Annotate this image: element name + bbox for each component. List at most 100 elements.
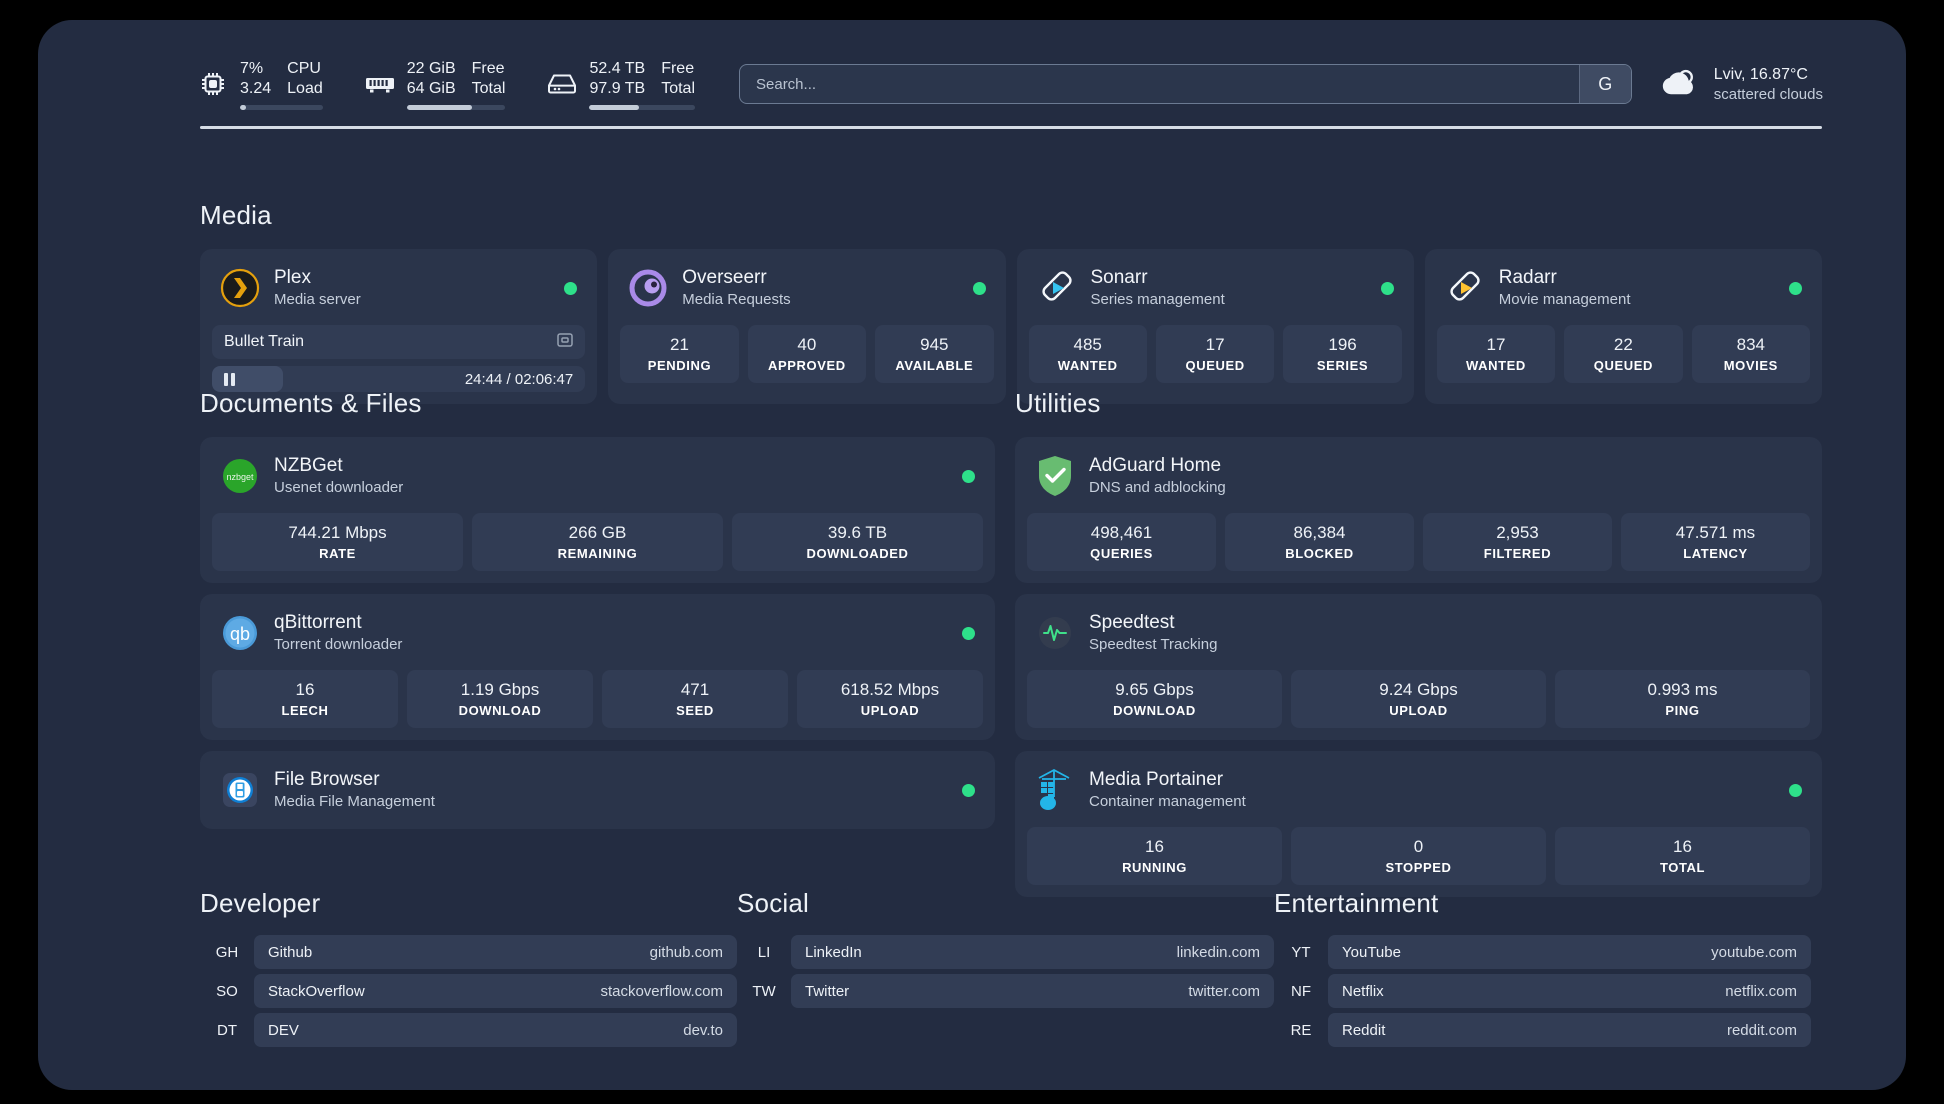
widget-values: 52.4 TB 97.9 TB — [589, 59, 645, 98]
service-card-file-browser[interactable]: File Browser Media File Management — [200, 751, 995, 829]
bookmark-abbreviation: DT — [217, 1021, 237, 1039]
bookmark-url: linkedin.com — [1176, 943, 1260, 961]
header-bar: 7% 3.24 CPU Load 22 GiB 64 GiB Free Total 52.4 T… — [198, 48, 1823, 120]
service-card-sonarr[interactable]: Sonarr Series management 485 WANTED 17 QUEUED… — [1016, 249, 1414, 404]
stat-value: 834 — [1736, 335, 1765, 354]
dashboard-page: 7% 3.24 CPU Load 22 GiB 64 GiB Free Total 52.4 T… — [38, 20, 1906, 1090]
memory-ram-icon — [365, 69, 395, 99]
widget-value: 52.4 TB — [589, 59, 646, 77]
stat-tile: 16 LEECH — [212, 670, 398, 728]
card-header: qb qBittorrent Torrent downloader — [212, 606, 983, 660]
stat-value: 266 GB — [568, 523, 627, 542]
bookmark-item[interactable]: SO StackOverflow stackoverflow.com — [200, 974, 737, 1008]
documents-section: Documents & Files nzbget NZBGet Usenet dow… — [200, 388, 995, 829]
playback-time: 24:44 / 02:06:47 — [464, 370, 574, 388]
bookmark-name: Netflix — [1342, 982, 1384, 1000]
widget-labels: CPU Load — [287, 59, 323, 98]
stat-label: QUEUED — [1185, 358, 1245, 373]
bookmark-name: StackOverflow — [268, 982, 365, 1000]
stat-tile: 834 MOVIES — [1691, 325, 1811, 383]
widget-label: Total — [471, 79, 506, 97]
stat-tile: 21 PENDING — [620, 325, 739, 383]
service-card-nzbget[interactable]: nzbget NZBGet Usenet downloader 744.21 Mbps… — [200, 437, 995, 583]
stat-tile: 744.21 Mbps RATE — [212, 513, 463, 571]
chromecast-icon[interactable] — [557, 332, 573, 353]
card-titles: Plex Media server — [274, 267, 361, 309]
stat-tile: 17 QUEUED — [1155, 325, 1275, 383]
bookmark-body: LinkedIn linkedin.com — [791, 935, 1274, 969]
stat-tile: 0 STOPPED — [1291, 827, 1546, 885]
stat-label: DOWNLOADED — [806, 546, 909, 561]
bookmark-item[interactable]: TW Twitter twitter.com — [737, 974, 1274, 1008]
search-engine-button[interactable]: G — [1578, 65, 1631, 103]
status-indicator-online — [972, 281, 986, 295]
service-card-qbittorrent[interactable]: qb qBittorrent Torrent downloader 16 LEECH 1.… — [200, 594, 995, 740]
bookmark-abbreviation: TW — [752, 982, 776, 1000]
service-card-plex[interactable]: Plex Media server Bullet Train 24:44 / 02:0… — [200, 249, 598, 404]
bookmark-body: YouTube youtube.com — [1328, 935, 1811, 969]
weather-location: Lviv, 16.87°C — [1713, 65, 1808, 83]
stat-value: 1.19 Gbps — [460, 680, 540, 699]
widget-rows: 7% 3.24 CPU Load — [240, 59, 323, 98]
bookmark-item[interactable]: YT YouTube youtube.com — [1274, 935, 1811, 969]
card-subtitle: Container management — [1089, 793, 1246, 810]
bookmark-name: LinkedIn — [805, 943, 862, 961]
stat-value: 17 — [1205, 335, 1225, 354]
media-card-grid: Plex Media server Bullet Train 24:44 / 02:0… — [200, 249, 1822, 404]
system-widget-hard-drive: 52.4 TB 97.9 TB Free Total — [547, 59, 695, 110]
plex-icon — [220, 268, 260, 308]
bookmark-item[interactable]: GH Github github.com — [200, 935, 737, 969]
stat-tile: 266 GB REMAINING — [472, 513, 723, 571]
bookmark-body: StackOverflow stackoverflow.com — [254, 974, 737, 1008]
stat-value: 9.65 Gbps — [1115, 680, 1194, 699]
card-header: Plex Media server — [212, 261, 585, 315]
stat-label: TOTAL — [1659, 860, 1706, 875]
stat-label: DOWNLOAD — [1113, 703, 1196, 718]
bookmark-url: reddit.com — [1726, 1021, 1797, 1039]
bookmark-abbreviation: RE — [1290, 1021, 1312, 1039]
bookmark-name: YouTube — [1342, 943, 1401, 961]
bookmark-group-title: Developer — [200, 888, 321, 918]
stat-label: REMAINING — [557, 546, 638, 561]
bookmark-item[interactable]: LI LinkedIn linkedin.com — [737, 935, 1274, 969]
card-stats: 21 PENDING 40 APPROVED 945 AVAILABLE — [620, 325, 994, 383]
pause-icon[interactable] — [224, 372, 235, 386]
stat-value: 86,384 — [1293, 523, 1346, 542]
stat-tile: 0.993 ms PING — [1555, 670, 1810, 728]
bookmark-item[interactable]: RE Reddit reddit.com — [1274, 1013, 1811, 1047]
stat-label: SEED — [676, 703, 714, 718]
playback-progress-bar[interactable]: 24:44 / 02:06:47 — [212, 366, 586, 392]
widget-label: Total — [661, 79, 695, 97]
bookmark-url: netflix.com — [1725, 982, 1797, 1000]
stat-label: QUEUED — [1593, 358, 1653, 373]
stat-label: RATE — [319, 546, 356, 561]
portainer-icon — [1035, 768, 1075, 810]
card-header: nzbget NZBGet Usenet downloader — [212, 449, 983, 503]
widget-label: Load — [287, 79, 323, 97]
bookmark-item[interactable]: NF Netflix netflix.com — [1274, 974, 1811, 1008]
card-subtitle: Media server — [274, 291, 361, 308]
card-subtitle: Media Requests — [682, 291, 791, 308]
service-card-overseerr[interactable]: Overseerr Media Requests 21 PENDING 40 APPROV… — [608, 249, 1006, 404]
card-titles: Overseerr Media Requests — [682, 267, 790, 309]
card-stats: 744.21 Mbps RATE 266 GB REMAINING 39.6 TB DOW… — [212, 513, 983, 571]
bookmark-name: Github — [268, 943, 313, 961]
stat-value: 0 — [1413, 837, 1424, 856]
service-card-radarr[interactable]: Radarr Movie management 17 WANTED 22 QUEUED 83… — [1424, 249, 1822, 404]
status-indicator-online — [962, 469, 975, 483]
widget-usage-bar — [240, 104, 323, 110]
search-bar[interactable]: G — [739, 64, 1632, 104]
search-input[interactable] — [740, 65, 1579, 103]
widget-labels: Free Total — [661, 59, 695, 98]
stat-tile: 9.65 Gbps DOWNLOAD — [1027, 670, 1282, 728]
service-card-adguard-home[interactable]: AdGuard Home DNS and adblocking 498,461 QUE… — [1015, 437, 1822, 583]
stat-tile: 40 APPROVED — [747, 325, 867, 383]
bookmark-abbreviation: LI — [757, 943, 771, 961]
widget-label: CPU — [287, 59, 321, 77]
card-stats: 9.65 Gbps DOWNLOAD 9.24 Gbps UPLOAD 0.993 ms… — [1027, 670, 1810, 728]
card-title: Radarr — [1498, 267, 1557, 288]
service-card-media-portainer[interactable]: Media Portainer Container management 16 RUN… — [1015, 751, 1822, 897]
bookmark-url: twitter.com — [1188, 982, 1260, 1000]
service-card-speedtest[interactable]: Speedtest Speedtest Tracking 9.65 Gbps DOWN… — [1015, 594, 1822, 740]
bookmark-item[interactable]: DT DEV dev.to — [200, 1013, 737, 1047]
